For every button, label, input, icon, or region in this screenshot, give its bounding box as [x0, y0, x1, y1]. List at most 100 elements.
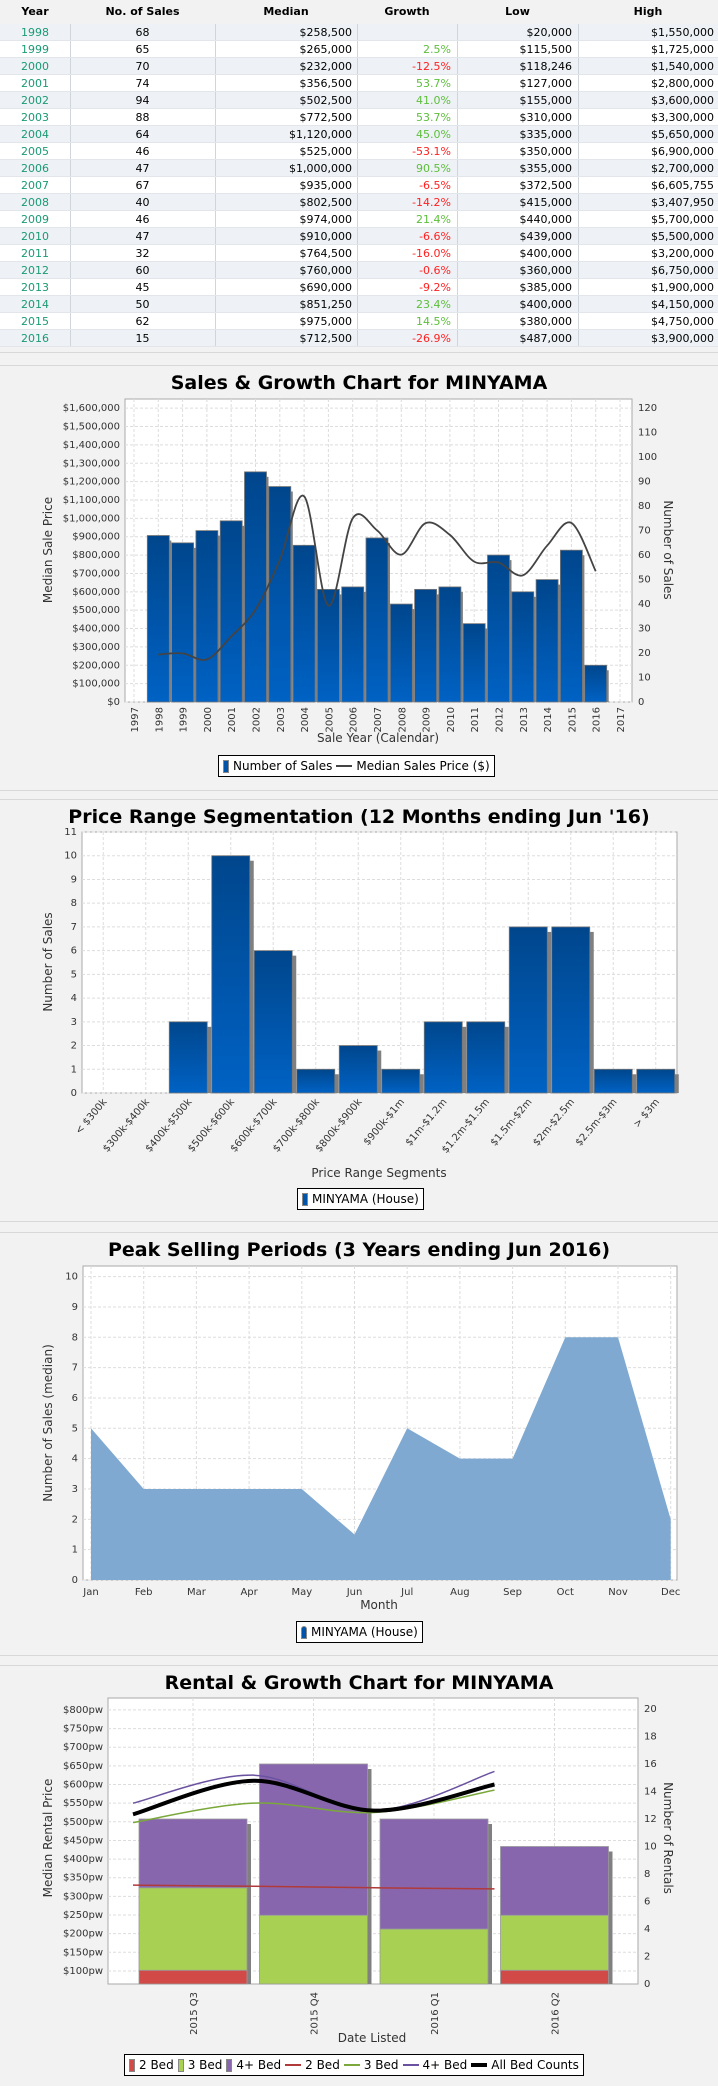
- cell-median: $502,500: [299, 94, 353, 107]
- divider: [0, 799, 718, 800]
- cell-growth: 21.4%: [416, 213, 451, 226]
- column-divider: [357, 262, 358, 278]
- legend-3bed-bar: 3 Bed: [187, 2058, 223, 2072]
- y-tick-label: $1,600,000: [63, 403, 120, 414]
- column-divider: [578, 126, 579, 142]
- y-axis-label: Number of Sales: [41, 912, 55, 1011]
- y-tick-label: $200pw: [63, 1929, 103, 1940]
- x-tick-label: May: [291, 1587, 312, 1598]
- column-divider: [215, 24, 216, 40]
- y2-tick-label: 4: [644, 1924, 650, 1935]
- table-row: 2000 70 $232,000 -12.5% $118,246 $1,540,000: [0, 58, 718, 75]
- column-divider: [578, 262, 579, 278]
- x-axis-label: Date Listed: [338, 2031, 406, 2045]
- cell-high: $1,540,000: [651, 60, 714, 73]
- header-growth[interactable]: Growth: [384, 5, 430, 18]
- column-divider: [70, 41, 71, 57]
- sales-chart-title: Sales & Growth Chart for MINYAMA: [170, 372, 548, 394]
- y-axis-label: Number of Sales (median): [41, 1344, 55, 1502]
- y-tick-label: 0: [71, 1088, 77, 1099]
- bar-swatch-icon: [177, 2058, 184, 2072]
- y-tick-label: 9: [72, 1302, 78, 1313]
- column-divider: [578, 177, 579, 193]
- column-divider: [457, 262, 458, 278]
- y-tick-label: $500pw: [63, 1817, 103, 1828]
- column-divider: [578, 296, 579, 312]
- line-swatch-icon: [285, 2064, 302, 2066]
- column-divider: [578, 109, 579, 125]
- cell-year: 2003: [21, 111, 49, 124]
- column-divider: [457, 160, 458, 176]
- column-divider: [357, 313, 358, 329]
- cell-year: 2016: [21, 332, 49, 345]
- y2-tick-label: 70: [638, 526, 651, 537]
- bar-price-range: [296, 1068, 336, 1094]
- cell-growth: -6.5%: [419, 179, 451, 192]
- bar-price-range: [466, 1021, 506, 1094]
- column-divider: [357, 92, 358, 108]
- cell-low: $155,000: [519, 94, 573, 107]
- divider: [0, 1655, 718, 1656]
- bar-3bed: [138, 1887, 248, 1971]
- x-tick-label: 2011: [470, 707, 481, 732]
- column-divider: [215, 228, 216, 244]
- y-tick-label: 8: [72, 1332, 78, 1343]
- column-divider: [70, 279, 71, 295]
- column-divider: [215, 58, 216, 74]
- legend-2bed-bar: 2 Bed: [139, 2058, 174, 2072]
- legend-3bed-line: 3 Bed: [363, 2058, 399, 2072]
- header-year[interactable]: Year: [21, 5, 49, 18]
- column-divider: [215, 75, 216, 91]
- x-tick-label: 2008: [397, 707, 408, 732]
- header-median[interactable]: Median: [263, 5, 309, 18]
- y-tick-label: $700,000: [72, 568, 120, 579]
- x-tick-label: Jun: [346, 1587, 363, 1598]
- column-divider: [215, 313, 216, 329]
- legend-minyama-house: MINYAMA (House): [312, 1192, 419, 1206]
- line-3-bed: [132, 1789, 495, 1824]
- x-tick-label: Sep: [503, 1587, 522, 1598]
- cell-year: 2013: [21, 281, 49, 294]
- column-divider: [215, 160, 216, 176]
- cell-year: 2002: [21, 94, 49, 107]
- line-all-bed-counts: [132, 1778, 495, 1817]
- cell-sales: 15: [135, 332, 150, 345]
- cell-growth: -53.1%: [412, 145, 451, 158]
- cell-high: $5,650,000: [651, 128, 714, 141]
- cell-sales: 47: [135, 230, 150, 243]
- table-header: Year No. of Sales Median Growth Low High: [0, 0, 718, 24]
- column-divider: [578, 75, 579, 91]
- x-tick-label: 2016 Q1: [430, 1992, 441, 2035]
- cell-low: $415,000: [519, 196, 573, 209]
- y-tick-label: 1: [71, 1064, 77, 1075]
- y2-tick-label: 12: [644, 1814, 657, 1825]
- header-low[interactable]: Low: [505, 5, 530, 18]
- column-divider: [215, 279, 216, 295]
- y-axis-label: Median Sale Price: [41, 497, 55, 603]
- bar-3bed: [259, 1914, 368, 1985]
- cell-low: $350,000: [519, 145, 573, 158]
- x-tick-label: Nov: [608, 1587, 628, 1598]
- x-tick-label: 2016: [592, 707, 603, 732]
- column-divider: [357, 211, 358, 227]
- cell-sales: 40: [135, 196, 150, 209]
- cell-low: $360,000: [519, 264, 573, 277]
- column-divider: [457, 75, 458, 91]
- cell-high: $4,150,000: [651, 298, 714, 311]
- cell-sales: 74: [135, 77, 150, 90]
- header-high[interactable]: High: [633, 5, 663, 18]
- bar-4bed: [259, 1763, 368, 1916]
- y2-tick-label: 14: [644, 1787, 657, 1798]
- y-tick-label: $600pw: [63, 1780, 103, 1791]
- column-divider: [457, 245, 458, 261]
- cell-year: 2005: [21, 145, 49, 158]
- column-divider: [70, 330, 71, 346]
- column-divider: [578, 211, 579, 227]
- header-sales[interactable]: No. of Sales: [105, 5, 180, 18]
- y-tick-label: $900,000: [72, 532, 120, 543]
- cell-sales: 32: [135, 247, 150, 260]
- column-divider: [357, 24, 358, 40]
- y-tick-label: $450pw: [63, 1835, 103, 1846]
- column-divider: [457, 296, 458, 312]
